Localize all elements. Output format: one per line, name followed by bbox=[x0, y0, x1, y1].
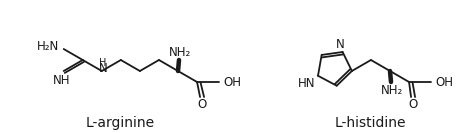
Text: H: H bbox=[99, 58, 107, 68]
Text: NH₂: NH₂ bbox=[169, 45, 191, 59]
Text: O: O bbox=[409, 98, 418, 111]
Text: OH: OH bbox=[435, 76, 453, 88]
Text: OH: OH bbox=[223, 76, 241, 88]
Text: L-histidine: L-histidine bbox=[334, 116, 406, 130]
Text: NH₂: NH₂ bbox=[381, 84, 403, 97]
Text: N: N bbox=[336, 38, 345, 51]
Text: N: N bbox=[99, 63, 107, 76]
Text: O: O bbox=[198, 98, 207, 111]
Text: NH: NH bbox=[53, 74, 71, 88]
Text: HN: HN bbox=[298, 77, 316, 90]
Text: L-arginine: L-arginine bbox=[85, 116, 155, 130]
Text: H₂N: H₂N bbox=[36, 40, 59, 53]
